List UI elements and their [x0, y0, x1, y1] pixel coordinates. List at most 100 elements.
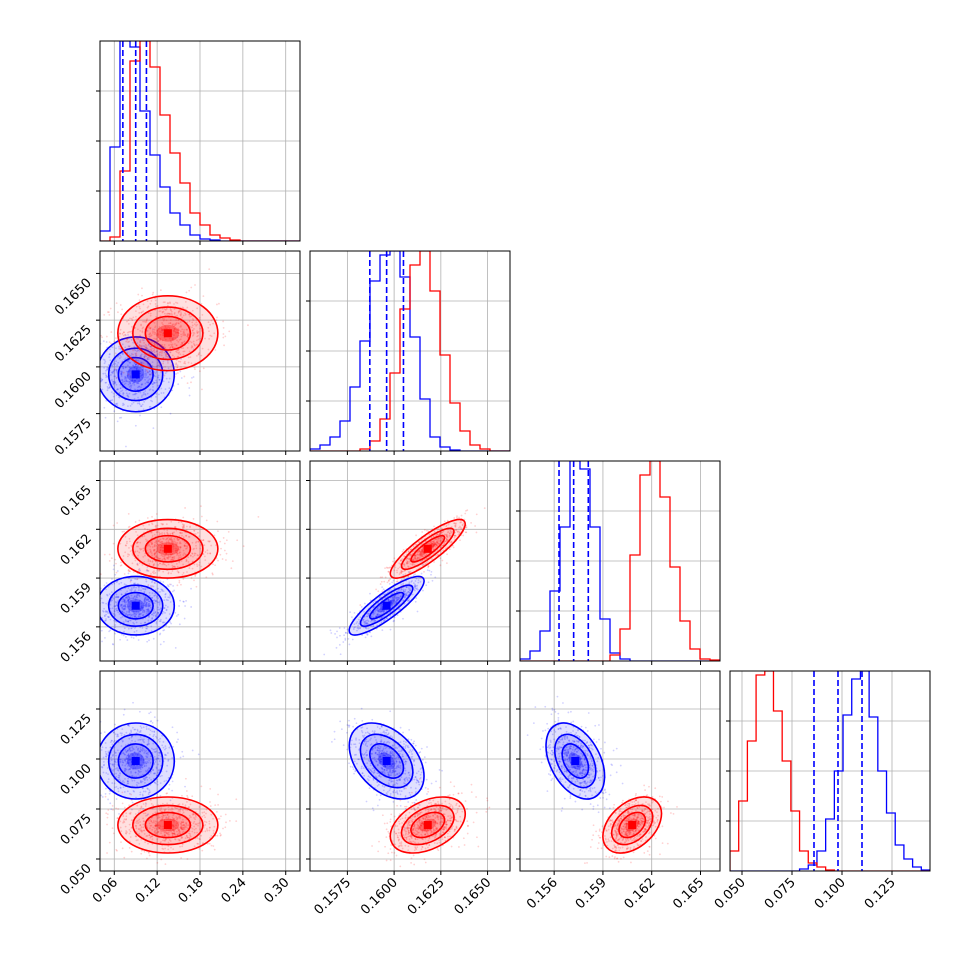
scatter-point: [122, 392, 124, 395]
scatter-point: [422, 589, 424, 592]
contour-line: [117, 591, 154, 620]
scatter-point: [407, 599, 410, 602]
scatter-point: [198, 370, 201, 373]
scatter-point: [159, 339, 161, 342]
scatter-point: [167, 354, 170, 357]
scatter-point: [112, 395, 115, 398]
scatter-point: [134, 597, 137, 600]
scatter-point: [145, 374, 147, 377]
scatter-point: [143, 598, 146, 601]
scatter-point: [191, 334, 194, 337]
scatter-point: [140, 383, 143, 386]
scatter-point: [162, 629, 165, 632]
scatter-point: [114, 626, 116, 629]
scatter-point: [184, 545, 186, 547]
scatter-point: [187, 361, 190, 364]
scatter-point: [113, 380, 116, 383]
scatter-point: [135, 359, 138, 362]
scatter-point: [436, 533, 439, 536]
scatter-point: [157, 374, 160, 377]
scatter-point: [103, 362, 106, 365]
scatter-point: [161, 328, 163, 331]
scatter-point: [158, 330, 161, 333]
scatter-point: [129, 384, 132, 387]
scatter-point: [416, 588, 419, 591]
scatter-point: [145, 319, 148, 322]
scatter-point: [221, 558, 224, 560]
scatter-point: [167, 326, 169, 328]
scatter-point: [425, 584, 428, 587]
scatter-point: [178, 556, 181, 559]
scatter-point: [133, 388, 136, 391]
scatter-point: [179, 360, 182, 363]
scatter-point: [151, 372, 154, 375]
scatter-point: [161, 563, 164, 566]
scatter-point: [110, 331, 113, 333]
scatter-point: [181, 534, 183, 537]
scatter-point: [174, 343, 176, 345]
scatter-point: [139, 329, 142, 332]
scatter-point: [161, 329, 164, 332]
scatter-point: [138, 403, 141, 406]
scatter-point: [130, 353, 133, 355]
scatter-point: [392, 597, 395, 600]
scatter-point: [135, 367, 138, 370]
scatter-point: [129, 366, 131, 369]
scatter-point: [118, 613, 121, 615]
scatter-point: [428, 541, 431, 544]
scatter-point: [429, 541, 432, 544]
scatter-point: [441, 527, 443, 530]
scatter-point: [399, 589, 402, 592]
scatter-point: [193, 563, 196, 566]
scatter-point: [133, 366, 136, 369]
scatter-point: [406, 560, 409, 563]
scatter-point: [123, 331, 125, 334]
scatter-point: [403, 564, 406, 567]
scatter-point: [323, 653, 326, 656]
scatter-point: [130, 338, 133, 341]
scatter-point: [185, 560, 188, 562]
scatter-point: [121, 332, 124, 335]
scatter-point: [156, 355, 159, 357]
scatter-point: [167, 557, 170, 560]
scatter-point: [119, 387, 122, 390]
scatter-point: [186, 334, 189, 337]
scatter-point: [116, 570, 119, 572]
scatter-point: [124, 346, 127, 349]
scatter-point: [123, 601, 126, 604]
scatter-point: [100, 377, 103, 380]
scatter-point: [189, 315, 191, 318]
scatter-point: [369, 631, 371, 634]
scatter-point: [384, 567, 386, 570]
scatter-point: [88, 603, 90, 605]
scatter-point: [207, 562, 210, 565]
scatter-point: [176, 539, 179, 542]
scatter-point: [167, 585, 170, 588]
scatter-point: [397, 598, 400, 601]
scatter-point: [149, 353, 152, 355]
scatter-point: [398, 573, 401, 575]
scatter-point: [441, 531, 444, 534]
scatter-point: [436, 542, 439, 545]
scatter-point: [123, 583, 126, 586]
scatter-point: [134, 598, 137, 601]
scatter-point: [140, 606, 143, 608]
scatter-point: [149, 604, 152, 607]
scatter-point: [144, 588, 147, 590]
scatter-point: [133, 630, 136, 633]
scatter-point: [113, 610, 116, 613]
scatter-point: [159, 337, 161, 340]
scatter-point: [373, 619, 376, 622]
scatter-point: [432, 544, 435, 546]
scatter-point: [153, 382, 156, 384]
scatter-point: [177, 571, 180, 574]
scatter-point: [120, 581, 123, 584]
scatter-point: [177, 348, 180, 351]
scatter-point: [104, 793, 107, 795]
scatter-point: [155, 542, 158, 545]
scatter-point: [128, 804, 131, 807]
scatter-point: [105, 582, 108, 584]
scatter-point: [364, 626, 367, 629]
scatter-point: [148, 591, 151, 594]
scatter-point: [146, 545, 149, 547]
